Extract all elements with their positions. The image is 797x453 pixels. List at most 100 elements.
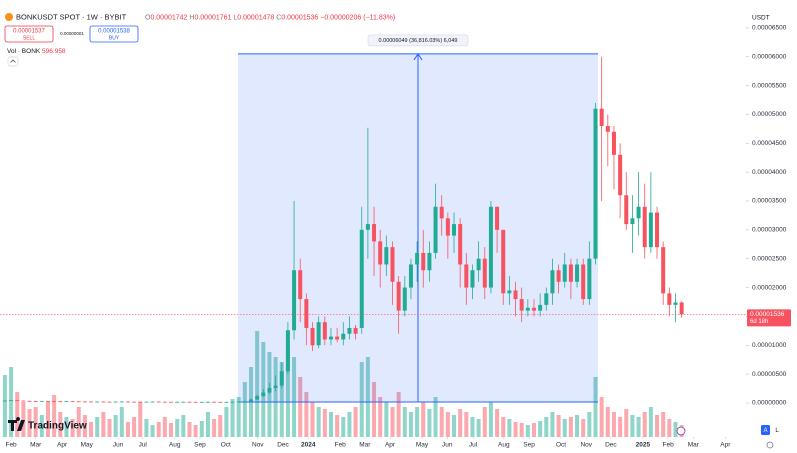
candle-body [495,206,500,230]
volume-bar [113,415,118,437]
buy-button[interactable] [89,25,139,43]
y-tick-label: 0.00003000 [752,227,787,234]
volume-bar [655,415,660,437]
volume-bar [642,412,647,437]
ohlc-key: O [145,14,151,21]
volume-bar [618,417,623,437]
settings-icon[interactable] [766,441,774,449]
volume-bar [125,422,130,437]
x-tick-label: Nov [580,442,592,449]
candle-body [2,400,7,402]
volume-bar [365,357,370,437]
volume-bar [439,407,444,437]
x-tick-label: Feb [335,442,347,449]
candle-body [488,206,493,288]
candle-body [236,401,241,403]
volume-bar [372,382,377,437]
volume-bar [359,362,364,437]
candle-body [107,401,112,403]
x-tick-label: Aug [169,442,181,449]
volume-bar [21,402,26,437]
candle-body [359,229,364,328]
logo-icon [8,417,25,431]
volume-bar [624,409,629,437]
y-tick-label: 0.00004000 [752,169,787,176]
auto-scale[interactable] [761,425,770,435]
x-tick-label: Jul [469,442,478,449]
y-tick-label: 0.00000000 [752,400,787,407]
candle-body [199,401,204,403]
volume-bar [390,407,395,437]
volume-bar [648,407,653,437]
volume-bar [488,402,493,437]
volume-bar [531,423,536,437]
y-tick-label: 0.00005000 [752,111,787,118]
x-tick-label: Apr [57,442,68,449]
sell-label: SELL [23,35,35,41]
x-tick-label: Jun [442,442,453,449]
volume-bar [119,407,124,437]
volume-bar [33,407,38,437]
candle-body [322,322,327,340]
x-tick-label: Feb [662,442,674,449]
currency[interactable]: USDT [752,15,770,22]
volume-legend[interactable]: Vol · BONK 596.958 [7,48,66,55]
sell-button[interactable] [4,25,54,43]
volume-bar [70,419,75,437]
volume-bar [513,422,518,437]
candle-body [132,401,137,403]
volume-bar [64,417,69,437]
volume-bar [144,419,149,437]
volume-bar [476,419,481,437]
candle-body [224,401,229,403]
logo: TradingView [28,421,87,432]
candle-body [58,401,63,403]
volume-bar [27,409,32,437]
candle-body [679,302,684,315]
candle-body [587,258,592,300]
candle-body [655,212,660,248]
candle-body [624,195,629,225]
sell-price: 0.00001537 [13,29,45,35]
volume-bar [335,415,340,437]
volume-bar [384,402,389,437]
candle-body [230,401,235,403]
volume-bar [273,357,278,437]
volume-bar [550,412,555,437]
candle-body [568,264,573,282]
volume-value: 596.958 [42,48,66,55]
y-tick-label: 0.00000500 [752,371,787,378]
candle-body [21,400,26,402]
collapse-button[interactable] [7,56,19,67]
volume-bar [267,352,272,437]
volume-bar [39,415,44,437]
y-tick-label: 0.00003500 [752,198,787,205]
candle-body [193,401,198,403]
log-scale-label[interactable]: L [775,428,779,434]
symbol[interactable]: BONKUSDT SPOT · 1W · BYBIT [16,12,127,21]
candle-body [113,401,118,403]
x-tick-label: Jul [139,442,148,449]
volume-bar [9,367,14,437]
candle-body [433,206,438,253]
volume-bar [452,415,457,437]
volume-bar [507,419,512,437]
volume-bar [230,399,235,437]
symbol-icon [5,13,13,21]
event-marker[interactable] [676,426,686,436]
volume-bar [101,412,106,437]
volume-bar [310,402,315,437]
measure-label: 0.00006049 (36,816.03%) 6,049 [379,38,458,44]
candle-body [52,401,57,403]
volume-bar [667,419,672,437]
candles [2,56,684,403]
y-tick-label: 0.00001000 [752,342,787,349]
measure-arrowhead [413,53,423,61]
y-tick-label: 0.00006500 [752,25,787,32]
candle-body [125,401,130,403]
candle-body [95,401,100,403]
spread: 0.00000001 [60,31,84,36]
x-tick-label: Mar [688,442,700,449]
candle-body [218,401,223,403]
candle-body [642,206,647,248]
